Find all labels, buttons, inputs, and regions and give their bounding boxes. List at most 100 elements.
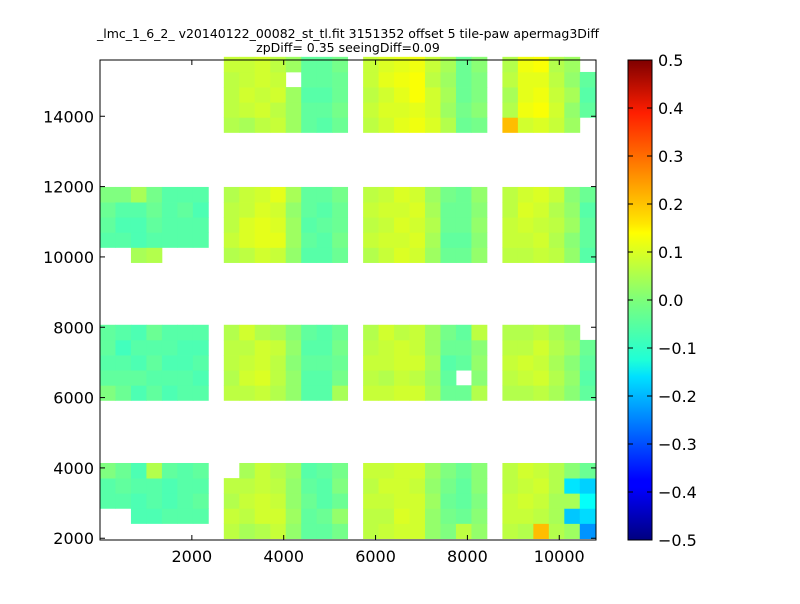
- heatmap-cell: [316, 385, 333, 401]
- heatmap-cell: [455, 493, 472, 509]
- heatmap-cell: [270, 87, 287, 103]
- heatmap-cell: [285, 478, 302, 494]
- heatmap-cell: [301, 186, 318, 203]
- heatmap-cell: [425, 87, 441, 103]
- heatmap-cell: [517, 102, 534, 118]
- heatmap-cell: [548, 232, 565, 248]
- heatmap-cell: [301, 217, 318, 233]
- heatmap-cell: [161, 217, 178, 233]
- heatmap-cell: [394, 87, 410, 103]
- heatmap-cell: [332, 385, 349, 401]
- heatmap-cell: [394, 339, 410, 356]
- heatmap-cell: [455, 232, 472, 248]
- heatmap-cell: [425, 232, 441, 248]
- heatmap-cell: [517, 385, 534, 401]
- heatmap-cell: [161, 370, 178, 386]
- heatmap-cell: [409, 523, 426, 539]
- heatmap-cell: [471, 324, 488, 341]
- heatmap-cell: [502, 355, 519, 371]
- heatmap-cell: [270, 117, 287, 133]
- heatmap-cell: [579, 202, 596, 218]
- heatmap-cell: [533, 493, 550, 509]
- heatmap-cell: [564, 478, 581, 494]
- heatmap-cell: [564, 232, 581, 248]
- heatmap-cell: [332, 202, 349, 218]
- heatmap-cell: [409, 478, 426, 494]
- heatmap-cell: [363, 370, 379, 386]
- y-tick-label: 10000: [43, 248, 94, 267]
- heatmap-cell: [239, 324, 256, 341]
- heatmap-cell: [301, 56, 318, 73]
- heatmap-cell: [517, 462, 534, 479]
- heatmap-cell: [192, 385, 209, 401]
- heatmap-cell: [177, 339, 194, 356]
- heatmap-cell: [533, 523, 550, 539]
- heatmap-cell: [564, 493, 581, 509]
- x-tick-label: 4000: [263, 547, 304, 566]
- heatmap-cell: [455, 186, 472, 203]
- heatmap-cell: [285, 87, 302, 103]
- heatmap-cell: [533, 478, 550, 494]
- heatmap-cell: [177, 186, 194, 203]
- heatmap-cell: [130, 508, 147, 524]
- heatmap-cell: [579, 247, 596, 263]
- heatmap-cell: [239, 339, 256, 356]
- heatmap-cell: [239, 117, 256, 133]
- heatmap-cell: [517, 339, 534, 356]
- heatmap-cell: [115, 186, 132, 203]
- heatmap-cell: [239, 217, 256, 233]
- heatmap-cell: [409, 232, 426, 248]
- heatmap-cell: [471, 370, 488, 386]
- heatmap-cell: [409, 102, 426, 118]
- heatmap-cell: [146, 385, 163, 401]
- heatmap-cells: [100, 56, 596, 539]
- heatmap-cell: [285, 117, 302, 133]
- heatmap-cell: [579, 493, 596, 509]
- heatmap-cell: [579, 355, 596, 371]
- heatmap-cell: [440, 462, 457, 479]
- heatmap-cell: [440, 102, 457, 118]
- heatmap-cell: [548, 508, 565, 524]
- heatmap-cell: [471, 217, 488, 233]
- heatmap-cell: [161, 508, 178, 524]
- heatmap-cell: [533, 71, 550, 88]
- heatmap-cell: [161, 355, 178, 371]
- heatmap-cell: [177, 232, 194, 248]
- heatmap-cell: [301, 247, 318, 263]
- heatmap-cell: [409, 117, 426, 133]
- heatmap-cell: [471, 117, 488, 133]
- heatmap-cell: [223, 117, 240, 133]
- heatmap-cell: [316, 247, 333, 263]
- heatmap-cell: [564, 217, 581, 233]
- heatmap-cell: [239, 523, 256, 539]
- heatmap-cell: [548, 217, 565, 233]
- heatmap-cell: [455, 508, 472, 524]
- heatmap-cell: [285, 324, 302, 341]
- heatmap-cell: [471, 493, 488, 509]
- heatmap-cell: [270, 217, 287, 233]
- heatmap-cell: [471, 478, 488, 494]
- heatmap-cell: [471, 523, 488, 539]
- heatmap-cell: [533, 217, 550, 233]
- heatmap-cell: [502, 247, 519, 263]
- heatmap-cell: [161, 493, 178, 509]
- heatmap-cell: [409, 87, 426, 103]
- heatmap-cell: [564, 102, 581, 118]
- heatmap-cell: [223, 186, 240, 203]
- heatmap-cell: [378, 339, 395, 356]
- heatmap-cell: [161, 186, 178, 203]
- heatmap-cell: [564, 186, 581, 203]
- heatmap-cell: [192, 232, 209, 248]
- heatmap-cell: [533, 102, 550, 118]
- x-tick-label: 6000: [355, 547, 396, 566]
- heatmap-cell: [332, 217, 349, 233]
- heatmap-cell: [533, 462, 550, 479]
- heatmap-cell: [455, 324, 472, 341]
- heatmap-cell: [177, 493, 194, 509]
- heatmap-cell: [502, 71, 519, 88]
- heatmap-cell: [130, 324, 147, 341]
- heatmap-cell: [564, 355, 581, 371]
- heatmap-cell: [425, 202, 441, 218]
- heatmap-cell: [363, 385, 379, 401]
- heatmap-cell: [409, 355, 426, 371]
